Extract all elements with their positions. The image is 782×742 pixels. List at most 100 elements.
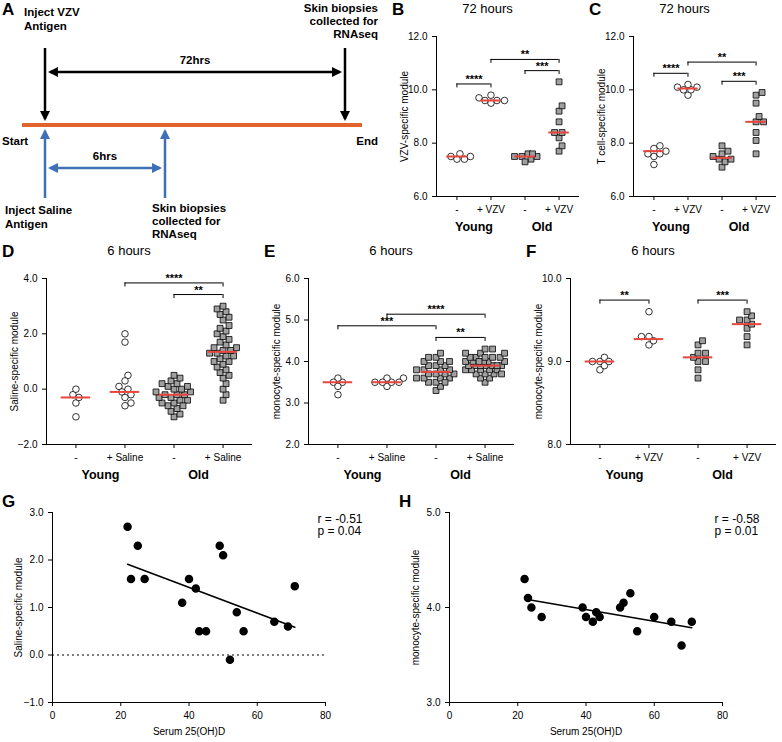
svg-text:RNAseq: RNAseq (333, 28, 378, 40)
svg-text:Young: Young (605, 468, 643, 482)
svg-text:Young: Young (343, 468, 381, 482)
svg-text:+ Saline: + Saline (205, 452, 242, 463)
svg-text:-: - (434, 452, 437, 463)
svg-text:RNAseq: RNAseq (152, 228, 197, 240)
svg-text:0: 0 (50, 710, 56, 721)
svg-text:10.0: 10.0 (542, 273, 562, 284)
svg-text:collected for: collected for (310, 15, 379, 27)
svg-text:10.0: 10.0 (408, 84, 428, 95)
svg-text:Old: Old (188, 468, 209, 482)
svg-text:r = -0.51p = 0.04: r = -0.51p = 0.04 (318, 512, 363, 538)
svg-text:−1.0: −1.0 (24, 697, 44, 708)
svg-text:-: - (455, 204, 458, 215)
svg-text:0.0: 0.0 (24, 383, 38, 394)
svg-text:8.0: 8.0 (414, 137, 428, 148)
svg-text:Young: Young (652, 220, 690, 234)
svg-text:5.0: 5.0 (427, 507, 441, 518)
svg-text:***: *** (716, 289, 730, 301)
svg-text:8.0: 8.0 (611, 137, 625, 148)
svg-text:Old: Old (532, 220, 553, 234)
svg-text:Skin biopsies: Skin biopsies (304, 2, 378, 14)
svg-text:60: 60 (649, 710, 661, 721)
svg-text:4.0: 4.0 (24, 273, 38, 284)
svg-text:Antigen: Antigen (5, 218, 48, 230)
svg-text:VZV-specific module: VZV-specific module (399, 70, 410, 162)
svg-text:+ VZV: + VZV (635, 452, 663, 463)
svg-text:+ VZV: + VZV (477, 204, 505, 215)
svg-text:***: *** (536, 60, 550, 72)
svg-text:3.0: 3.0 (286, 397, 300, 408)
svg-text:****: **** (165, 272, 183, 284)
svg-text:Young: Young (455, 220, 493, 234)
svg-text:Inject Saline: Inject Saline (5, 204, 72, 216)
svg-text:**: ** (620, 289, 629, 301)
svg-text:****: **** (465, 73, 483, 85)
svg-text:Young: Young (81, 468, 119, 482)
svg-text:-: - (652, 204, 655, 215)
svg-text:6.0: 6.0 (414, 191, 428, 202)
svg-text:Old: Old (450, 468, 471, 482)
svg-text:Antigen: Antigen (24, 20, 67, 32)
svg-text:2.0: 2.0 (24, 328, 38, 339)
svg-text:Saline-specific module: Saline-specific module (13, 557, 24, 657)
svg-text:monocyte-specific module: monocyte-specific module (271, 303, 282, 419)
svg-text:12.0: 12.0 (605, 31, 625, 42)
svg-text:***: *** (733, 70, 747, 82)
svg-text:-: - (172, 452, 175, 463)
svg-text:End: End (356, 135, 378, 147)
svg-text:4.0: 4.0 (286, 356, 300, 367)
svg-text:**: ** (718, 51, 727, 63)
svg-text:T cell-specific module: T cell-specific module (596, 68, 607, 164)
svg-text:**: ** (521, 48, 530, 60)
svg-text:0.0: 0.0 (30, 649, 44, 660)
svg-text:+ VZV: + VZV (545, 204, 573, 215)
svg-text:**: ** (194, 284, 203, 296)
svg-text:Serum 25(OH)D: Serum 25(OH)D (153, 726, 225, 737)
svg-text:60: 60 (252, 710, 264, 721)
svg-text:**: ** (456, 326, 465, 338)
svg-text:monocyte-specific module: monocyte-specific module (533, 303, 544, 419)
svg-text:-: - (696, 452, 699, 463)
svg-text:12.0: 12.0 (408, 31, 428, 42)
svg-text:Inject VZV: Inject VZV (24, 6, 80, 18)
svg-text:Saline-specific module: Saline-specific module (9, 311, 20, 411)
svg-text:72hrs: 72hrs (180, 54, 211, 66)
svg-text:r = -0.58p = 0.01: r = -0.58p = 0.01 (715, 512, 760, 538)
svg-text:-: - (598, 452, 601, 463)
svg-text:40: 40 (183, 710, 195, 721)
svg-text:+ Saline: + Saline (467, 452, 504, 463)
svg-text:6.0: 6.0 (611, 191, 625, 202)
svg-text:-: - (720, 204, 723, 215)
svg-text:6hrs: 6hrs (93, 150, 117, 162)
svg-text:****: **** (427, 303, 445, 315)
svg-text:Old: Old (729, 220, 750, 234)
svg-text:80: 80 (717, 710, 729, 721)
svg-text:***: *** (381, 315, 395, 327)
svg-text:5.0: 5.0 (286, 314, 300, 325)
svg-text:Skin biopsies: Skin biopsies (152, 202, 226, 214)
svg-text:−2.0: −2.0 (18, 439, 38, 450)
svg-text:1.0: 1.0 (30, 602, 44, 613)
svg-text:Start: Start (2, 135, 28, 147)
svg-text:-: - (336, 452, 339, 463)
svg-text:6.0: 6.0 (286, 273, 300, 284)
svg-text:3.0: 3.0 (30, 507, 44, 518)
svg-text:2.0: 2.0 (30, 554, 44, 565)
svg-text:collected for: collected for (152, 215, 221, 227)
svg-text:2.0: 2.0 (286, 439, 300, 450)
svg-text:4.0: 4.0 (427, 602, 441, 613)
svg-text:+ Saline: + Saline (107, 452, 144, 463)
svg-text:-: - (523, 204, 526, 215)
svg-text:20: 20 (115, 710, 127, 721)
svg-text:20: 20 (512, 710, 524, 721)
svg-text:3.0: 3.0 (427, 697, 441, 708)
svg-text:10.0: 10.0 (605, 84, 625, 95)
svg-text:Serum 25(OH)D: Serum 25(OH)D (550, 726, 622, 737)
svg-text:80: 80 (320, 710, 332, 721)
svg-text:9.0: 9.0 (548, 356, 562, 367)
svg-text:+ VZV: + VZV (742, 204, 770, 215)
svg-text:+ VZV: + VZV (674, 204, 702, 215)
svg-text:+ Saline: + Saline (369, 452, 406, 463)
svg-text:0: 0 (447, 710, 453, 721)
svg-text:8.0: 8.0 (548, 439, 562, 450)
